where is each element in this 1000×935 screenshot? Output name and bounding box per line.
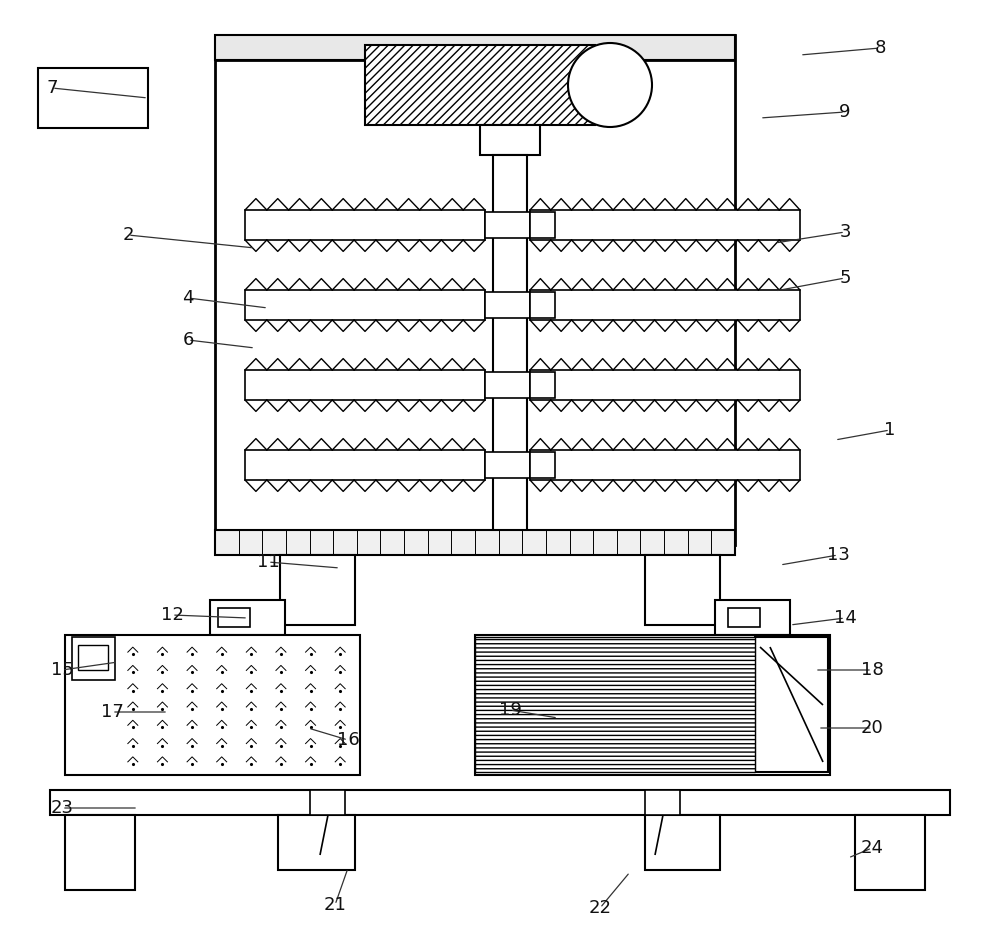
Text: 20: 20 [861, 719, 883, 737]
Text: 4: 4 [182, 289, 194, 307]
Text: 7: 7 [46, 79, 58, 97]
Text: 3: 3 [839, 223, 851, 241]
Bar [715, 600, 790, 635]
Text: 1: 1 [884, 421, 896, 439]
Text: 19: 19 [499, 701, 521, 719]
Bar [530, 210, 800, 240]
Bar [755, 637, 828, 772]
Bar [278, 815, 355, 870]
Bar [645, 790, 680, 815]
Text: 14: 14 [834, 609, 856, 627]
Text: 8: 8 [874, 39, 886, 57]
Bar [245, 450, 485, 480]
Bar [530, 292, 555, 318]
Bar [65, 635, 360, 775]
Bar [245, 210, 485, 240]
Text: 13: 13 [827, 546, 849, 564]
Text: 9: 9 [839, 103, 851, 121]
Bar [728, 608, 760, 627]
Bar [493, 155, 527, 545]
Text: 15: 15 [51, 661, 73, 679]
Bar [310, 790, 345, 815]
Bar [280, 555, 355, 625]
Text: 6: 6 [182, 331, 194, 349]
Bar [78, 645, 108, 670]
Text: 5: 5 [839, 269, 851, 287]
Text: 18: 18 [861, 661, 883, 679]
Bar [530, 452, 555, 478]
Bar [530, 370, 800, 400]
Bar [530, 450, 800, 480]
Bar [38, 68, 148, 128]
Bar [530, 212, 555, 238]
Bar [245, 290, 485, 320]
Text: 2: 2 [122, 226, 134, 244]
Text: 22: 22 [588, 899, 612, 917]
Bar [480, 125, 540, 155]
Bar [215, 35, 735, 60]
Bar [50, 790, 950, 815]
Bar [485, 212, 530, 238]
Bar [215, 35, 735, 545]
Bar [485, 292, 530, 318]
Bar [65, 815, 135, 890]
Bar [645, 555, 720, 625]
Bar [245, 370, 485, 400]
Bar [530, 372, 555, 398]
Text: 23: 23 [50, 799, 74, 817]
Bar [215, 530, 735, 555]
Bar [365, 45, 595, 125]
Text: 17: 17 [101, 703, 123, 721]
Text: 12: 12 [161, 606, 183, 624]
Text: 16: 16 [337, 731, 359, 749]
Bar [855, 815, 925, 890]
Text: 24: 24 [860, 839, 884, 857]
Bar [72, 637, 115, 680]
Bar [530, 290, 800, 320]
Bar [475, 635, 830, 775]
Bar [210, 600, 285, 635]
Bar [218, 608, 250, 627]
Bar [475, 637, 755, 772]
Bar [485, 452, 530, 478]
Bar [645, 815, 720, 870]
Text: 11: 11 [257, 553, 279, 571]
Circle shape [568, 43, 652, 127]
Bar [485, 372, 530, 398]
Text: 21: 21 [324, 896, 346, 914]
